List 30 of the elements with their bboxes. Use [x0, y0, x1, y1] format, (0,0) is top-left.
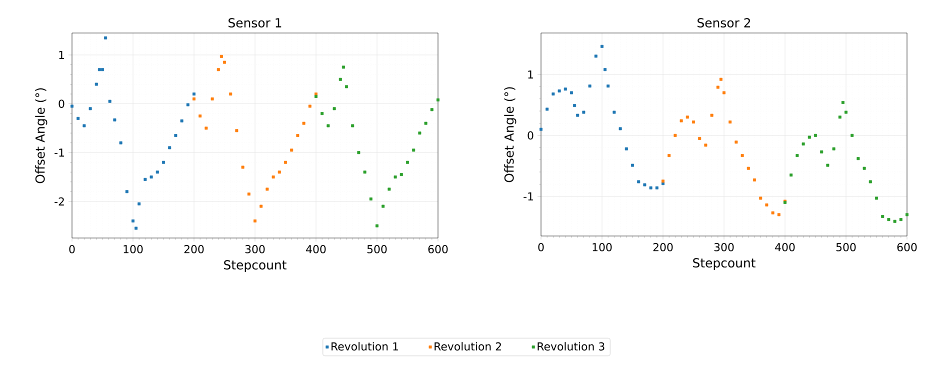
legend-label: Revolution 1 [332, 342, 398, 351]
y-tick-label: -2 [54, 197, 64, 206]
x-tick-label: 500 [367, 245, 387, 254]
x-tick-label: 600 [897, 243, 917, 252]
x-axis-title: Stepcount [224, 260, 286, 272]
x-tick-label: 0 [69, 245, 75, 254]
x-tick-label: 300 [714, 243, 734, 252]
x-tick-label: 600 [428, 245, 448, 254]
x-tick-label: 500 [836, 243, 856, 252]
chart-title: Sensor 1 [228, 18, 282, 28]
x-tick-label: 400 [775, 243, 795, 252]
x-tick-label: 0 [538, 243, 544, 252]
x-tick-label: 300 [245, 245, 265, 254]
x-tick-label: 200 [184, 245, 204, 254]
x-tick-label: 100 [592, 243, 612, 252]
legend-label: Revolution 2 [434, 342, 501, 351]
x-tick-label: 200 [653, 243, 673, 252]
y-axis-title: Offset Angle (°) [35, 88, 48, 184]
y-tick-label: 1 [528, 70, 533, 78]
y-tick-label: -1 [54, 148, 64, 157]
y-tick-label: 0 [58, 100, 64, 108]
x-tick-label: 100 [124, 245, 143, 254]
x-axis-title: Stepcount [693, 258, 756, 270]
y-tick-label: 0 [528, 131, 534, 140]
y-axis-title: Offset Angle (°) [504, 87, 516, 182]
legend-label: Revolution 3 [538, 342, 604, 351]
y-tick-label: -1 [524, 192, 533, 200]
chart-title: Sensor 2 [698, 18, 750, 28]
x-tick-label: 400 [306, 245, 326, 254]
y-tick-label: 1 [59, 50, 64, 59]
